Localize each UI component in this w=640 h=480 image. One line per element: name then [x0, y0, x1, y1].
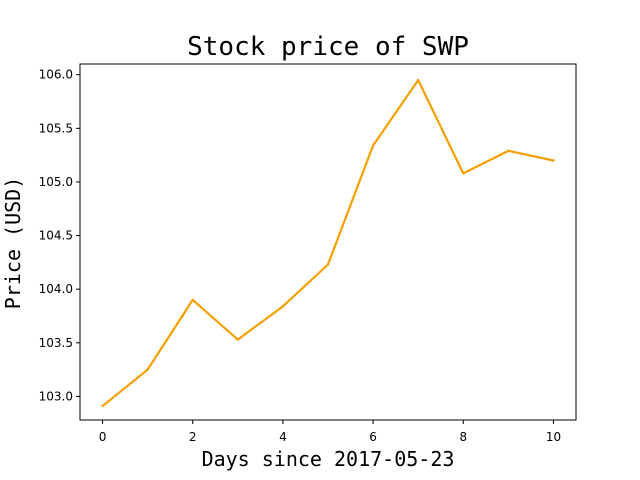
data-point: [417, 79, 419, 81]
series-layer: [101, 79, 554, 407]
y-tick-label: 105.0: [39, 175, 73, 189]
data-point: [507, 150, 509, 152]
data-point: [462, 172, 464, 174]
x-axis-label: Days since 2017-05-23: [202, 447, 455, 471]
data-point: [552, 159, 554, 161]
y-tick-label: 103.0: [39, 389, 73, 403]
data-point: [192, 299, 194, 301]
y-tick-label: 105.5: [39, 121, 73, 135]
plot-area-frame: [80, 64, 576, 420]
data-point: [327, 263, 329, 265]
series-line: [103, 80, 554, 406]
x-tick-label: 4: [279, 430, 287, 444]
x-axis: 0 2 4 6 8 10: [99, 420, 561, 444]
y-tick-label: 104.5: [39, 229, 73, 243]
chart-title: Stock price of SWP: [187, 32, 469, 62]
data-point: [101, 405, 103, 407]
data-point: [146, 368, 148, 370]
y-axis-label: Price (USD): [1, 177, 25, 309]
data-point: [237, 338, 239, 340]
y-tick-label: 103.5: [39, 336, 73, 350]
x-tick-label: 8: [459, 430, 467, 444]
x-tick-label: 10: [546, 430, 561, 444]
data-point: [372, 144, 374, 146]
y-tick-label: 106.0: [39, 68, 73, 82]
x-tick-label: 2: [189, 430, 197, 444]
x-tick-label: 0: [99, 430, 107, 444]
data-point: [282, 305, 284, 307]
y-tick-label: 104.0: [39, 282, 73, 296]
x-tick-label: 6: [369, 430, 377, 444]
y-axis: 103.0 103.5 104.0 104.5 105.0 105.5 106.0: [39, 68, 80, 404]
